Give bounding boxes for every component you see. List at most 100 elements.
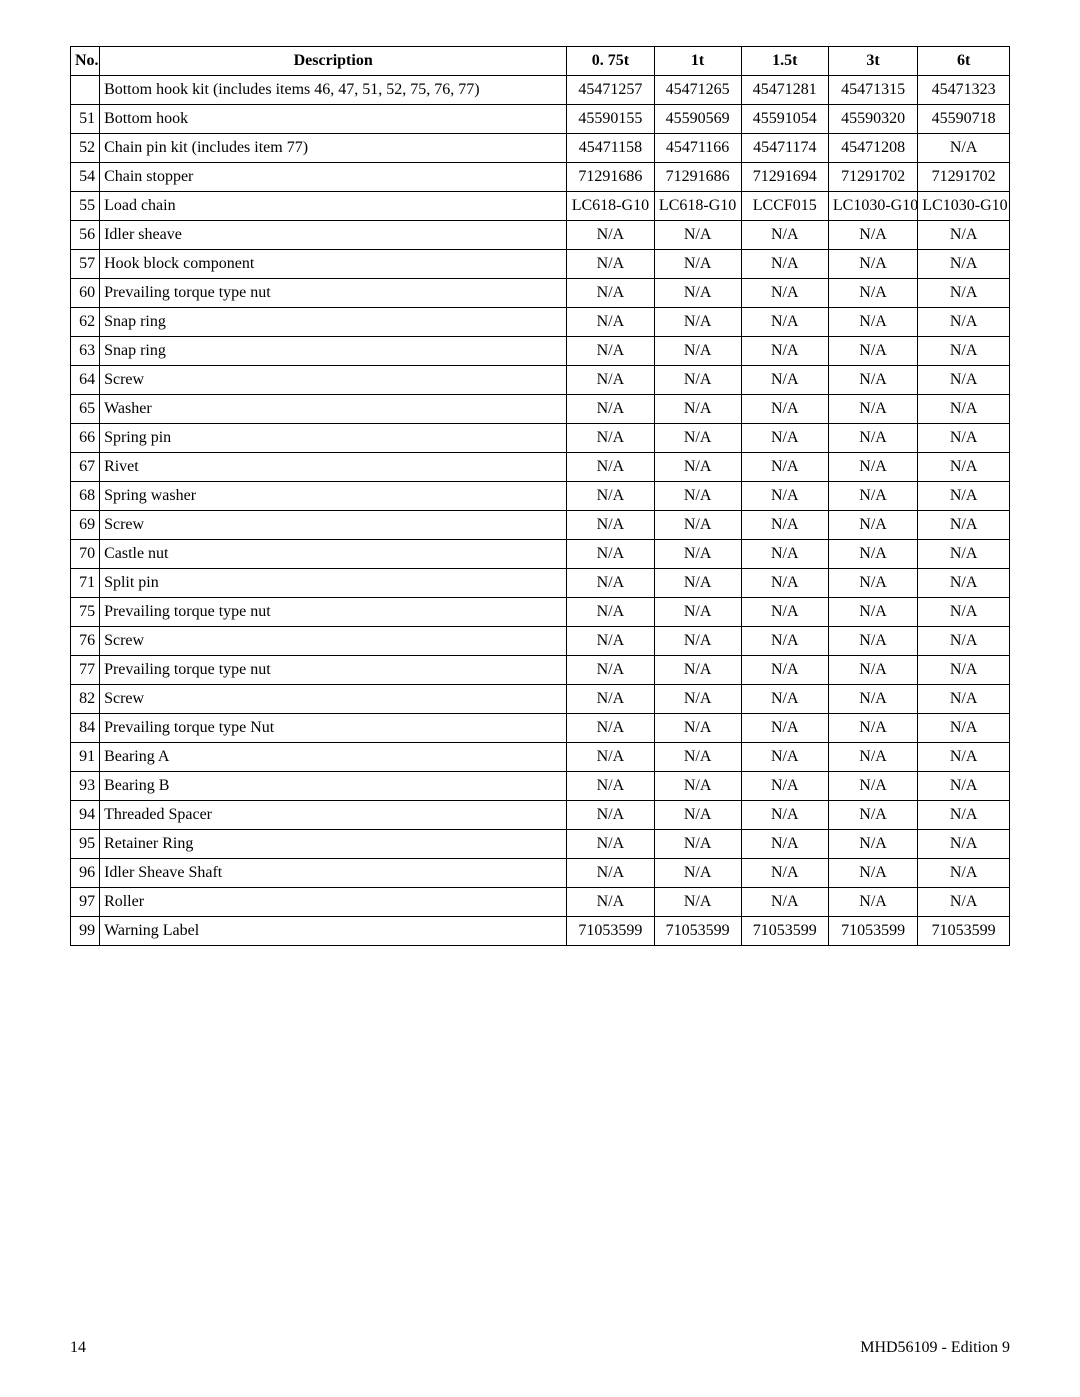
cell-val: N/A bbox=[918, 830, 1010, 859]
cell-val: N/A bbox=[918, 714, 1010, 743]
cell-val: LC1030-G10 bbox=[918, 192, 1010, 221]
table-row: 60Prevailing torque type nutN/AN/AN/AN/A… bbox=[71, 279, 1010, 308]
cell-val: N/A bbox=[918, 859, 1010, 888]
cell-desc: Bottom hook bbox=[100, 105, 567, 134]
table-row: 64ScrewN/AN/AN/AN/AN/A bbox=[71, 366, 1010, 395]
cell-val: N/A bbox=[654, 772, 741, 801]
table-row: 94Threaded SpacerN/AN/AN/AN/AN/A bbox=[71, 801, 1010, 830]
cell-val: N/A bbox=[654, 511, 741, 540]
cell-val: N/A bbox=[654, 221, 741, 250]
header-row: No. Description 0. 75t 1t 1.5t 3t 6t bbox=[71, 47, 1010, 76]
cell-val: N/A bbox=[654, 308, 741, 337]
cell-val: N/A bbox=[918, 685, 1010, 714]
cell-val: 71053599 bbox=[828, 917, 917, 946]
cell-no: 54 bbox=[71, 163, 100, 192]
cell-val: N/A bbox=[918, 598, 1010, 627]
cell-no: 66 bbox=[71, 424, 100, 453]
cell-val: 71053599 bbox=[654, 917, 741, 946]
cell-val: N/A bbox=[918, 888, 1010, 917]
cell-val: N/A bbox=[918, 453, 1010, 482]
cell-desc: Prevailing torque type nut bbox=[100, 279, 567, 308]
cell-val: 45471315 bbox=[828, 76, 917, 105]
cell-val: N/A bbox=[567, 714, 654, 743]
cell-val: N/A bbox=[828, 395, 917, 424]
cell-val: 45471174 bbox=[741, 134, 828, 163]
header-desc: Description bbox=[100, 47, 567, 76]
cell-val: N/A bbox=[567, 685, 654, 714]
cell-desc: Hook block component bbox=[100, 250, 567, 279]
cell-val: N/A bbox=[828, 685, 917, 714]
cell-val: N/A bbox=[828, 888, 917, 917]
cell-desc: Retainer Ring bbox=[100, 830, 567, 859]
cell-val: N/A bbox=[918, 221, 1010, 250]
cell-val: N/A bbox=[567, 801, 654, 830]
cell-val: N/A bbox=[654, 424, 741, 453]
cell-desc: Prevailing torque type nut bbox=[100, 598, 567, 627]
cell-val: N/A bbox=[741, 366, 828, 395]
cell-val: N/A bbox=[654, 859, 741, 888]
cell-no: 96 bbox=[71, 859, 100, 888]
table-row: 84Prevailing torque type NutN/AN/AN/AN/A… bbox=[71, 714, 1010, 743]
cell-no: 52 bbox=[71, 134, 100, 163]
table-row: 77Prevailing torque type nutN/AN/AN/AN/A… bbox=[71, 656, 1010, 685]
cell-no: 51 bbox=[71, 105, 100, 134]
cell-val: N/A bbox=[918, 772, 1010, 801]
cell-val: 71291702 bbox=[918, 163, 1010, 192]
cell-val: N/A bbox=[828, 453, 917, 482]
cell-desc: Prevailing torque type nut bbox=[100, 656, 567, 685]
cell-desc: Snap ring bbox=[100, 337, 567, 366]
cell-val: N/A bbox=[918, 801, 1010, 830]
cell-desc: Washer bbox=[100, 395, 567, 424]
cell-no: 62 bbox=[71, 308, 100, 337]
cell-desc: Threaded Spacer bbox=[100, 801, 567, 830]
cell-desc: Spring washer bbox=[100, 482, 567, 511]
cell-desc: Idler sheave bbox=[100, 221, 567, 250]
cell-val: N/A bbox=[741, 772, 828, 801]
cell-no: 67 bbox=[71, 453, 100, 482]
table-row: Bottom hook kit (includes items 46, 47, … bbox=[71, 76, 1010, 105]
table-row: 71Split pinN/AN/AN/AN/AN/A bbox=[71, 569, 1010, 598]
table-row: 82ScrewN/AN/AN/AN/AN/A bbox=[71, 685, 1010, 714]
cell-desc: Spring pin bbox=[100, 424, 567, 453]
cell-val: N/A bbox=[918, 743, 1010, 772]
cell-val: N/A bbox=[741, 540, 828, 569]
header-c2: 1t bbox=[654, 47, 741, 76]
page-footer: 14 MHD56109 - Edition 9 bbox=[70, 1339, 1010, 1357]
cell-val: 45590569 bbox=[654, 105, 741, 134]
cell-val: N/A bbox=[567, 482, 654, 511]
cell-val: N/A bbox=[741, 685, 828, 714]
cell-no: 69 bbox=[71, 511, 100, 540]
cell-val: N/A bbox=[741, 250, 828, 279]
cell-desc: Idler Sheave Shaft bbox=[100, 859, 567, 888]
cell-val: N/A bbox=[654, 598, 741, 627]
cell-no: 55 bbox=[71, 192, 100, 221]
table-row: 96Idler Sheave ShaftN/AN/AN/AN/AN/A bbox=[71, 859, 1010, 888]
cell-val: N/A bbox=[741, 337, 828, 366]
cell-no: 57 bbox=[71, 250, 100, 279]
table-row: 56Idler sheaveN/AN/AN/AN/AN/A bbox=[71, 221, 1010, 250]
cell-val: N/A bbox=[654, 366, 741, 395]
cell-val: 71053599 bbox=[567, 917, 654, 946]
cell-desc: Screw bbox=[100, 366, 567, 395]
cell-val: N/A bbox=[567, 511, 654, 540]
cell-val: 45471265 bbox=[654, 76, 741, 105]
cell-desc: Bearing B bbox=[100, 772, 567, 801]
cell-val: 45591054 bbox=[741, 105, 828, 134]
cell-no: 84 bbox=[71, 714, 100, 743]
cell-val: 45590320 bbox=[828, 105, 917, 134]
cell-val: 45590718 bbox=[918, 105, 1010, 134]
cell-val: N/A bbox=[567, 250, 654, 279]
cell-val: N/A bbox=[567, 569, 654, 598]
cell-val: N/A bbox=[567, 830, 654, 859]
cell-val: N/A bbox=[741, 627, 828, 656]
cell-val: N/A bbox=[741, 221, 828, 250]
cell-no: 65 bbox=[71, 395, 100, 424]
cell-val: N/A bbox=[741, 743, 828, 772]
table-row: 70Castle nutN/AN/AN/AN/AN/A bbox=[71, 540, 1010, 569]
cell-desc: Warning Label bbox=[100, 917, 567, 946]
cell-val: LC618-G10 bbox=[567, 192, 654, 221]
parts-table: No. Description 0. 75t 1t 1.5t 3t 6t Bot… bbox=[70, 46, 1010, 946]
header-no: No. bbox=[71, 47, 100, 76]
cell-val: N/A bbox=[918, 540, 1010, 569]
cell-val: N/A bbox=[654, 888, 741, 917]
